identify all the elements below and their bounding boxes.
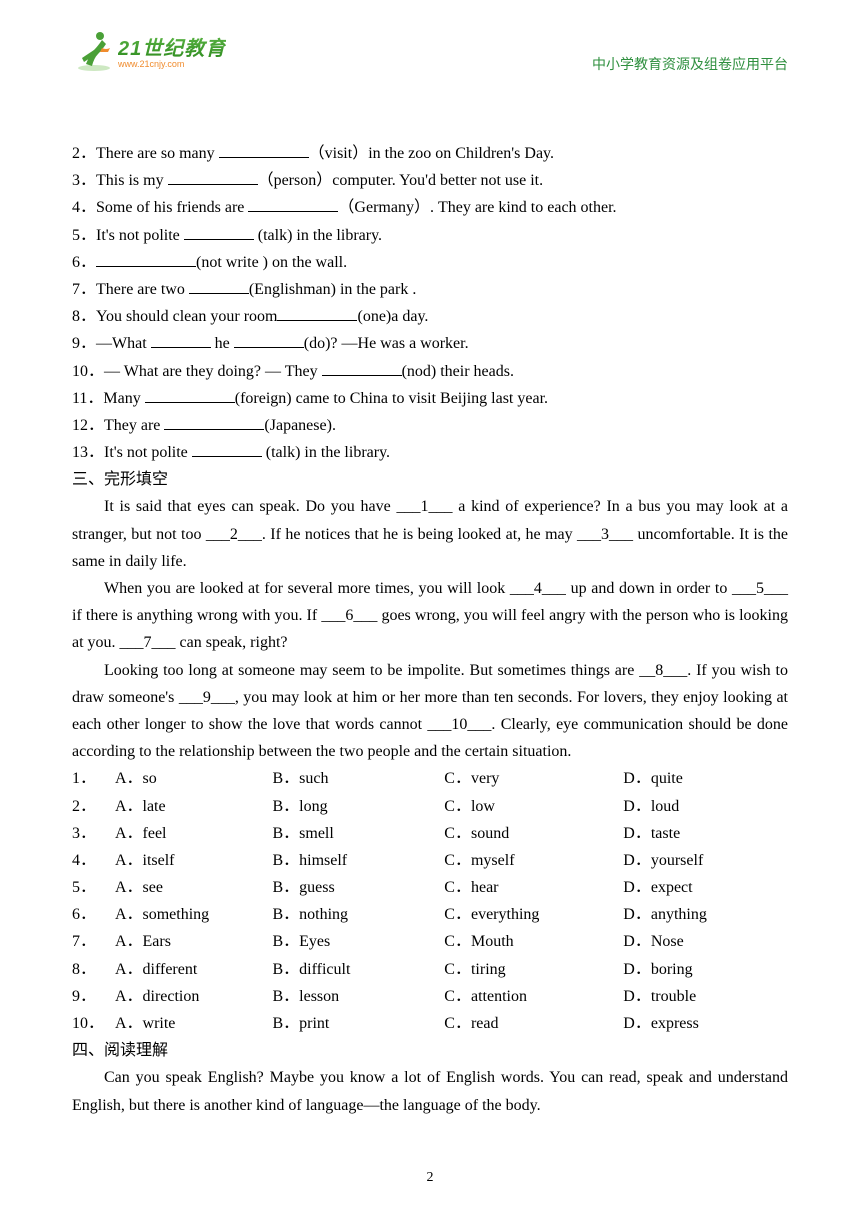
option-row: 8．A．differentB．difficultC．tiringD．boring <box>72 956 788 983</box>
cloze-passage: It is said that eyes can speak. Do you h… <box>72 493 788 765</box>
fill-item: 6．(not write ) on the wall. <box>72 249 788 276</box>
section-3-title: 三、完形填空 <box>72 466 788 493</box>
option-row: 7．A．EarsB．EyesC．MouthD．Nose <box>72 928 788 955</box>
section-4-title: 四、阅读理解 <box>72 1037 788 1064</box>
option-row: 1．A．soB．suchC．veryD．quite <box>72 765 788 792</box>
cloze-paragraph: It is said that eyes can speak. Do you h… <box>72 493 788 575</box>
option-row: 2．A．lateB．longC．lowD．loud <box>72 793 788 820</box>
option-row: 9．A．directionB．lessonC．attentionD．troubl… <box>72 983 788 1010</box>
page-number: 2 <box>0 1170 860 1186</box>
cloze-options-table: 1．A．soB．suchC．veryD．quite2．A．lateB．longC… <box>72 765 788 1037</box>
fill-item: 4．Some of his friends are （Germany）. The… <box>72 194 788 221</box>
logo-text: 21世纪教育 www.21cnjy.com <box>118 32 226 69</box>
fill-item: 10．— What are they doing? — They (nod) t… <box>72 358 788 385</box>
fill-item: 3．This is my （person）computer. You'd bet… <box>72 167 788 194</box>
fill-item: 11．Many (foreign) came to China to visit… <box>72 385 788 412</box>
cloze-paragraph: Looking too long at someone may seem to … <box>72 657 788 766</box>
option-row: 4．A．itselfB．himselfC．myselfD．yourself <box>72 847 788 874</box>
logo-block: 21世纪教育 www.21cnjy.com <box>72 28 226 72</box>
fill-item: 9．—What he (do)? —He was a worker. <box>72 330 788 357</box>
cloze-paragraph: When you are looked at for several more … <box>72 575 788 657</box>
fill-item: 2．There are so many （visit）in the zoo on… <box>72 140 788 167</box>
header-right-text: 中小学教育资源及组卷应用平台 <box>592 54 788 74</box>
page-content: 2．There are so many （visit）in the zoo on… <box>72 140 788 1119</box>
logo-cn-text: 21世纪教育 <box>118 32 226 61</box>
fill-item: 5．It's not polite (talk) in the library. <box>72 222 788 249</box>
option-row: 3．A．feelB．smellC．soundD．taste <box>72 820 788 847</box>
runner-icon <box>72 28 116 72</box>
fill-item: 8．You should clean your room(one)a day. <box>72 303 788 330</box>
fill-in-blank-list: 2．There are so many （visit）in the zoo on… <box>72 140 788 466</box>
fill-item: 12．They are (Japanese). <box>72 412 788 439</box>
fill-item: 7．There are two (Englishman) in the park… <box>72 276 788 303</box>
fill-item: 13．It's not polite (talk) in the library… <box>72 439 788 466</box>
option-row: 6．A．somethingB．nothingC．everythingD．anyt… <box>72 901 788 928</box>
page-header: 21世纪教育 www.21cnjy.com 中小学教育资源及组卷应用平台 <box>72 28 788 108</box>
reading-paragraph: Can you speak English? Maybe you know a … <box>72 1064 788 1118</box>
reading-passage: Can you speak English? Maybe you know a … <box>72 1064 788 1118</box>
option-row: 5．A．seeB．guessC．hearD．expect <box>72 874 788 901</box>
option-row: 10．A．writeB．printC．readD．express <box>72 1010 788 1037</box>
